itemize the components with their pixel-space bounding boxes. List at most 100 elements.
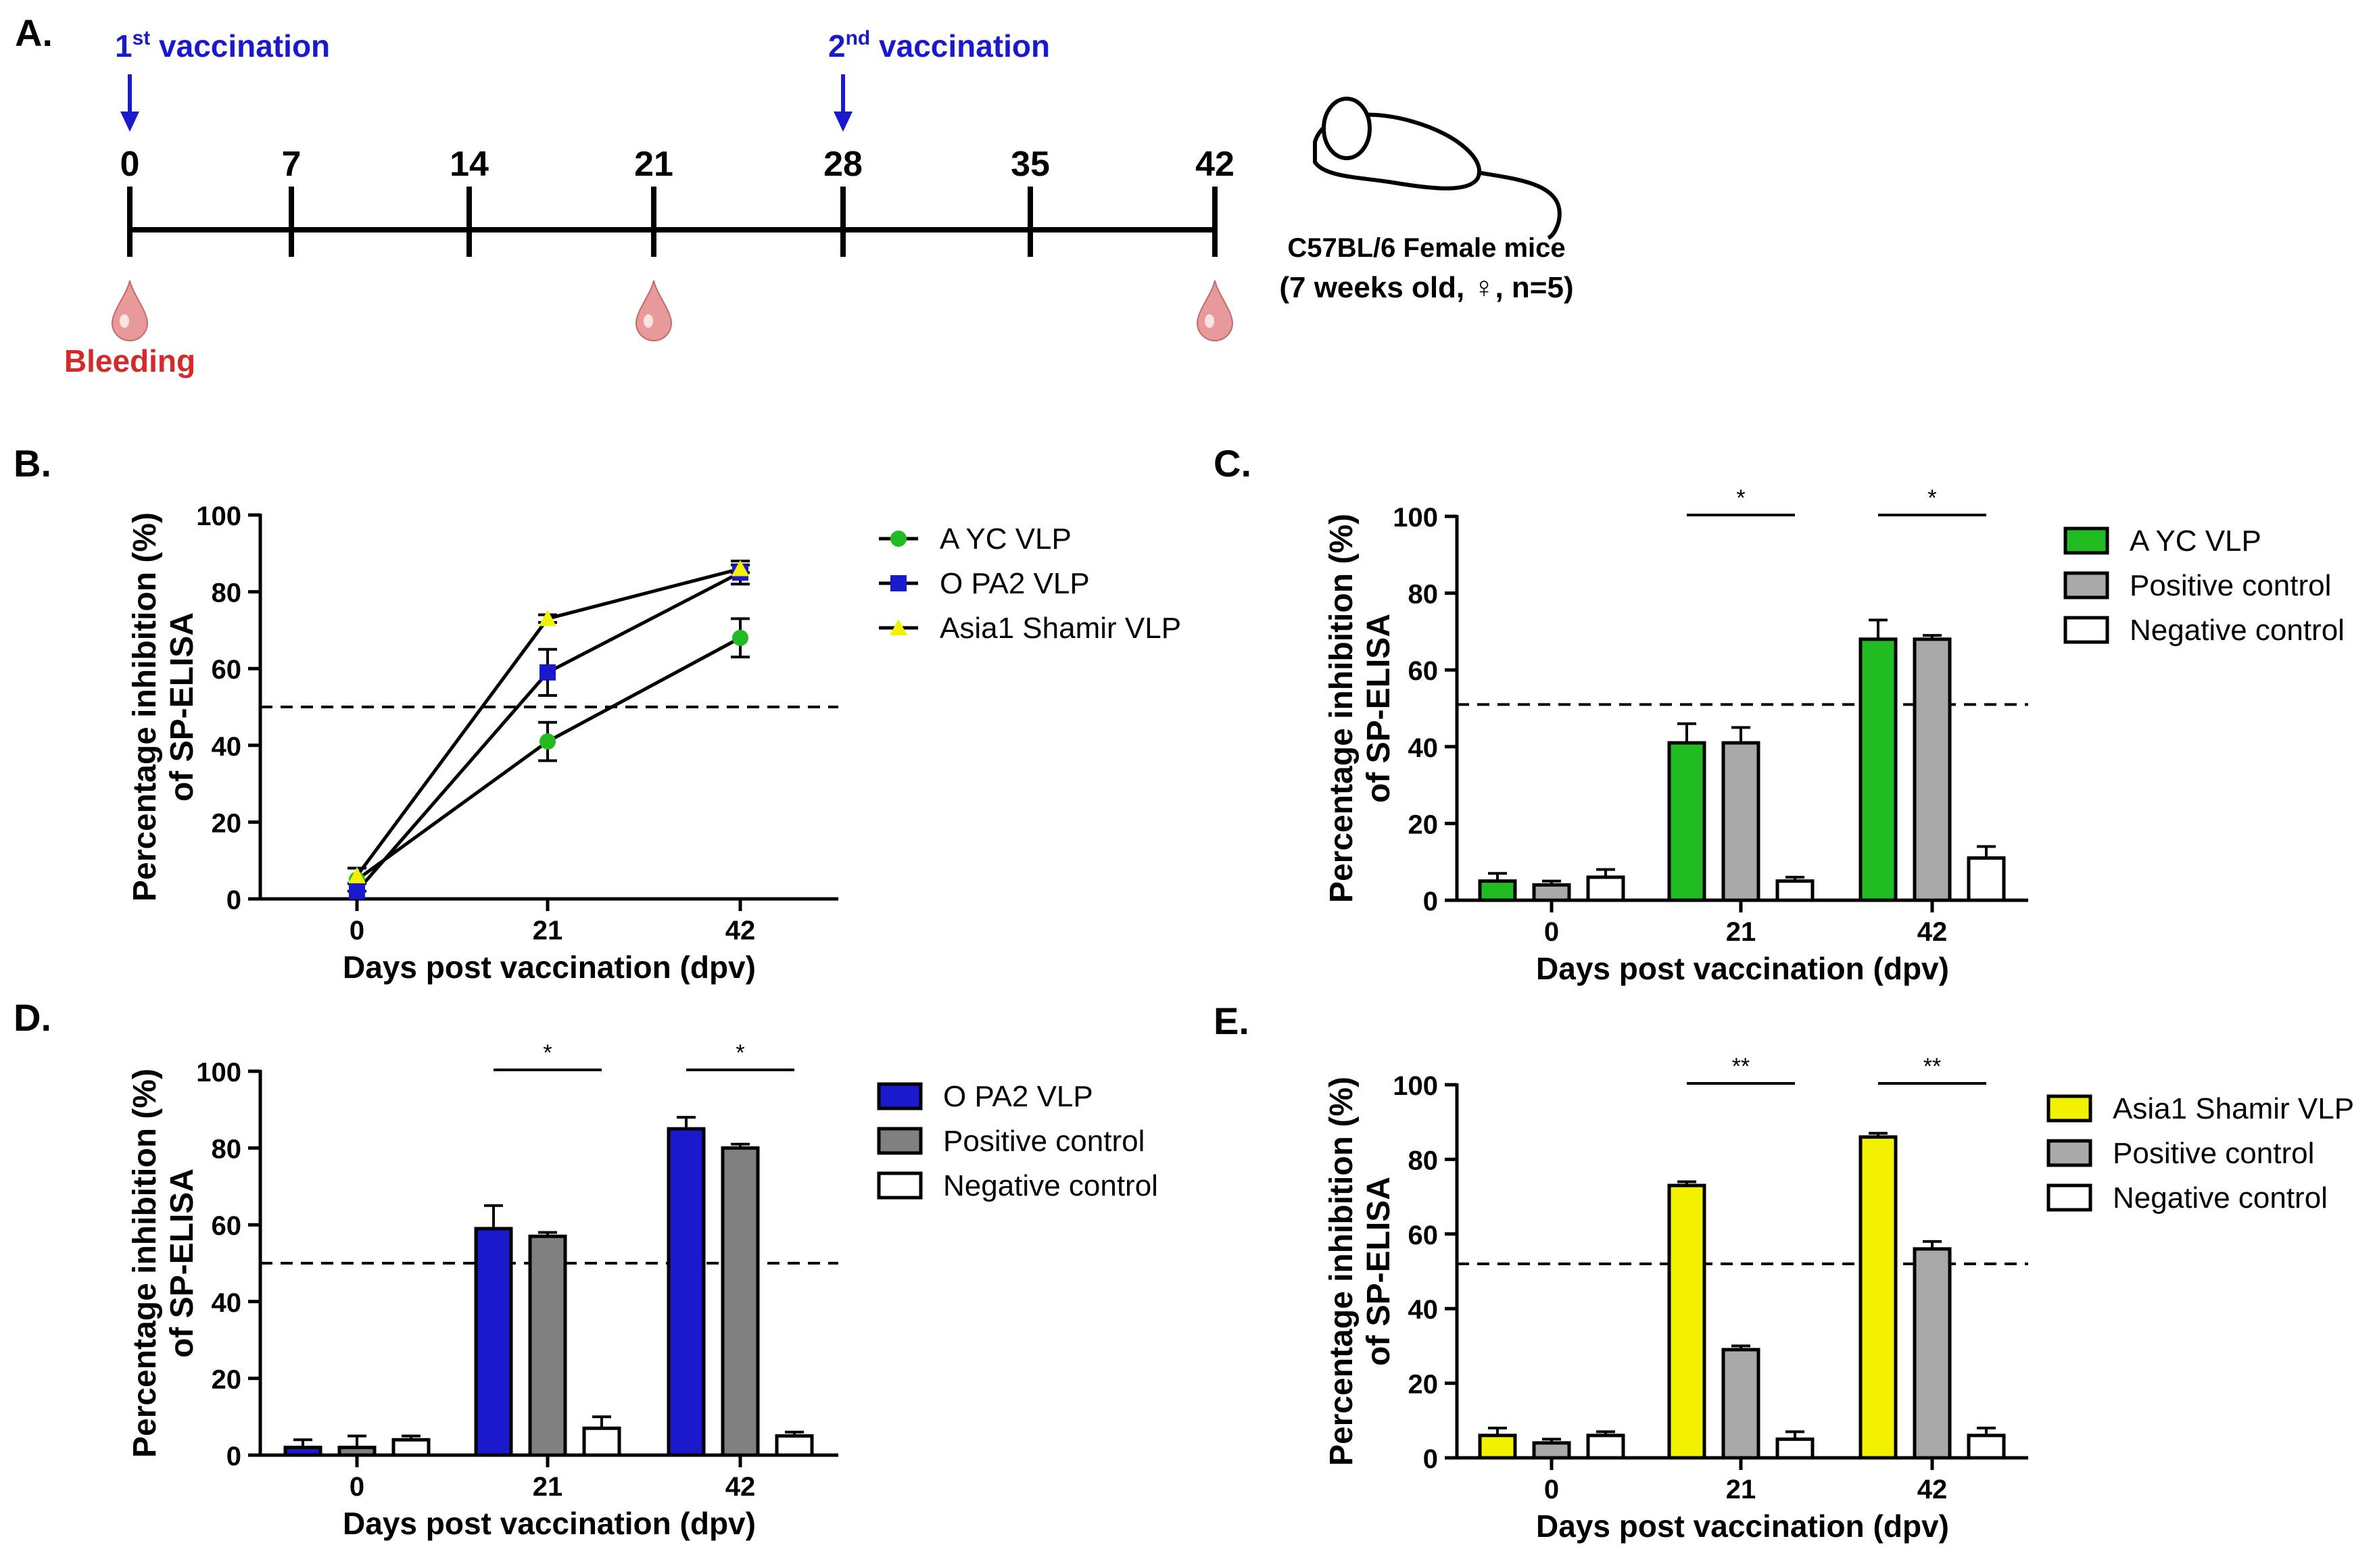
bar bbox=[1913, 637, 1952, 902]
legend-label: O PA2 VLP bbox=[943, 1080, 1093, 1113]
y-tick-label: 100 bbox=[196, 1058, 241, 1087]
y-tick-label: 100 bbox=[1393, 1071, 1438, 1101]
bar bbox=[1858, 1135, 1898, 1460]
vaccination-number: 1 bbox=[115, 28, 133, 64]
x-tick-label: 42 bbox=[1917, 1475, 1948, 1504]
mouse-ear bbox=[1322, 97, 1372, 160]
legend-swatch bbox=[877, 1127, 923, 1155]
x-tick-label: 0 bbox=[350, 1472, 364, 1502]
data-point bbox=[731, 560, 749, 577]
bar bbox=[1775, 1437, 1815, 1460]
data-point bbox=[539, 733, 556, 750]
bar bbox=[1478, 879, 1517, 902]
bar bbox=[721, 1146, 760, 1457]
y-axis-label: Percentage inhibition (%) bbox=[127, 1069, 163, 1458]
x-axis-label: Days post vaccination (dpv) bbox=[343, 950, 756, 985]
panel-e: E. 0 20 40 60 80 100 Percentage inhibition (%) o… bbox=[1214, 1000, 2354, 1544]
panel-label: E. bbox=[1214, 1000, 1249, 1042]
x-tick-label: 0 bbox=[350, 916, 364, 946]
bar bbox=[1667, 1183, 1706, 1460]
mouse-icon bbox=[1313, 97, 1562, 240]
x-axis-label: Days post vaccination (dpv) bbox=[1536, 951, 1949, 986]
significance-label: ** bbox=[1732, 1054, 1750, 1079]
bar bbox=[1586, 875, 1625, 902]
x-tick-label: 21 bbox=[1726, 1475, 1756, 1504]
blood-drop-icon bbox=[635, 280, 673, 341]
bar bbox=[667, 1127, 706, 1457]
y-tick-label: 0 bbox=[1423, 1444, 1438, 1474]
panel-c: C. 0 20 40 60 80 100 Percentage inhibition (%) o… bbox=[1214, 442, 2345, 986]
bar bbox=[1532, 1441, 1571, 1460]
y-tick-label: 40 bbox=[212, 732, 242, 762]
bar bbox=[1478, 1434, 1517, 1460]
blood-drop-highlight bbox=[120, 314, 129, 328]
x-tick-label: 0 bbox=[1544, 1475, 1559, 1504]
legend-swatch bbox=[2046, 1139, 2092, 1167]
bar bbox=[582, 1426, 621, 1457]
timeline-day-label: 7 bbox=[282, 145, 302, 184]
x-tick-label: 21 bbox=[1726, 917, 1756, 947]
blood-drop-icon bbox=[111, 280, 149, 341]
y-tick-label: 0 bbox=[1423, 887, 1438, 916]
y-tick-label: 80 bbox=[212, 1135, 242, 1165]
y-tick-label: 20 bbox=[212, 1365, 242, 1394]
data-point bbox=[348, 866, 366, 883]
legend-label: Negative control bbox=[943, 1169, 1158, 1202]
y-tick-label: 60 bbox=[1408, 1221, 1439, 1250]
legend-swatch bbox=[2046, 1183, 2092, 1212]
legend-marker bbox=[890, 575, 907, 591]
blood-drop-highlight bbox=[1205, 314, 1214, 328]
x-tick-label: 21 bbox=[533, 1472, 563, 1502]
vaccination-text: vaccination bbox=[870, 28, 1050, 64]
legend-swatch bbox=[2063, 571, 2109, 599]
y-tick-label: 60 bbox=[1408, 656, 1439, 686]
panel-d: D. 0 20 40 60 80 100 Percentage inhibition (%) o… bbox=[14, 996, 1158, 1541]
vaccination-arrow-head bbox=[120, 112, 139, 132]
mouse-line2: (7 weeks old, ♀, n=5) bbox=[1279, 271, 1573, 304]
legend-label: O PA2 VLP bbox=[940, 567, 1090, 600]
legend-swatch bbox=[2063, 526, 2109, 555]
vaccination-label: 1st vaccination bbox=[115, 27, 330, 64]
legend-label: A YC VLP bbox=[940, 522, 1072, 556]
mouse-tail bbox=[1477, 170, 1562, 240]
panel-b: B. 0 20 40 60 80 100 Percentage inhibition (%) o… bbox=[14, 442, 1181, 985]
x-axis-label: Days post vaccination (dpv) bbox=[1536, 1509, 1949, 1544]
y-tick-label: 40 bbox=[1408, 733, 1439, 763]
legend-marker bbox=[890, 531, 907, 547]
vaccination-superscript: st bbox=[133, 27, 151, 49]
y-axis-label-line2: of SP-ELISA bbox=[1361, 1177, 1397, 1366]
bar bbox=[1858, 637, 1898, 902]
bleeding-label: Bleeding bbox=[64, 343, 195, 378]
legend-swatch bbox=[877, 1171, 923, 1200]
bar bbox=[1775, 879, 1815, 902]
significance-label: * bbox=[1736, 485, 1745, 511]
bar bbox=[1721, 741, 1760, 902]
vaccination-superscript: nd bbox=[846, 27, 871, 49]
x-tick-label: 0 bbox=[1544, 917, 1559, 947]
bar bbox=[283, 1446, 322, 1457]
x-tick-label: 21 bbox=[533, 916, 563, 946]
x-tick-label: 42 bbox=[725, 916, 756, 946]
legend-marker bbox=[890, 619, 907, 635]
bar bbox=[775, 1434, 814, 1457]
legend-label: Asia1 Shamir VLP bbox=[940, 612, 1181, 645]
legend-label: A YC VLP bbox=[2130, 524, 2261, 558]
legend-swatch bbox=[877, 1082, 923, 1110]
legend-swatch bbox=[2063, 616, 2109, 644]
y-axis-label-line2: of SP-ELISA bbox=[1361, 614, 1397, 803]
blood-drop-highlight bbox=[644, 314, 653, 328]
y-axis-label-line2: of SP-ELISA bbox=[164, 612, 200, 802]
timeline-day-label: 0 bbox=[120, 145, 140, 184]
y-tick-label: 40 bbox=[212, 1288, 242, 1318]
y-tick-label: 80 bbox=[1408, 1146, 1439, 1175]
data-point bbox=[539, 664, 556, 681]
y-tick-label: 100 bbox=[1393, 503, 1438, 533]
bar bbox=[1913, 1247, 1952, 1460]
y-tick-label: 0 bbox=[226, 1442, 241, 1471]
y-tick-label: 100 bbox=[196, 501, 241, 531]
blood-drop-icon bbox=[1196, 280, 1234, 341]
panel-label: C. bbox=[1214, 442, 1251, 485]
vaccination-arrow-head bbox=[834, 112, 853, 132]
bar bbox=[337, 1446, 377, 1457]
